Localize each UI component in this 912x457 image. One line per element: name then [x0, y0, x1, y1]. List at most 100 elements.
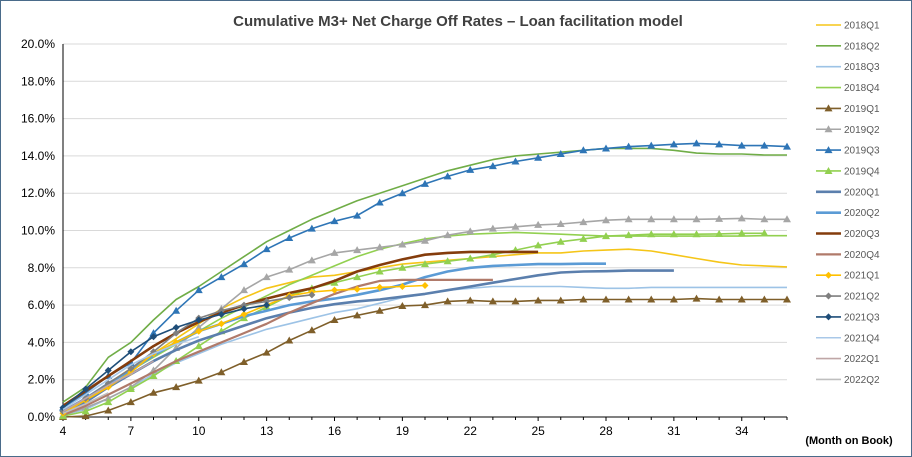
chart-title: Cumulative M3+ Net Charge Off Rates – Lo… — [233, 13, 683, 30]
data-point — [172, 306, 181, 314]
legend-label: 2019Q1 — [844, 104, 880, 115]
data-point — [240, 305, 248, 313]
data-point — [172, 329, 180, 337]
x-tick-label: 19 — [396, 424, 410, 438]
data-point — [172, 383, 181, 391]
data-point — [353, 311, 362, 319]
data-point — [262, 273, 271, 281]
legend-label: 2018Q3 — [844, 62, 880, 73]
data-point — [307, 326, 316, 334]
data-point — [195, 316, 203, 324]
data-point — [81, 403, 90, 411]
data-point — [263, 297, 271, 305]
data-point — [760, 141, 769, 149]
data-point — [715, 295, 724, 303]
y-tick-label: 20.0% — [21, 37, 55, 51]
series-line-2020Q1 — [62, 269, 674, 415]
data-point — [150, 333, 157, 341]
data-point — [602, 216, 610, 224]
data-point — [353, 211, 362, 219]
data-point — [307, 224, 316, 232]
legend-label: 2018Q2 — [844, 41, 880, 52]
data-point — [669, 140, 678, 148]
legend-item-2019Q4: 2019Q4 — [816, 166, 880, 177]
data-point — [579, 295, 588, 303]
data-point — [647, 230, 656, 238]
data-point — [104, 394, 113, 402]
series-line-2021Q2 — [62, 294, 312, 413]
series-2019Q2 — [59, 214, 791, 419]
series-2018Q2 — [62, 147, 787, 403]
data-point — [59, 404, 67, 412]
data-point — [398, 189, 407, 197]
legend-item-2020Q3: 2020Q3 — [816, 229, 880, 240]
y-tick-label: 0.0% — [28, 410, 56, 424]
legend-marker — [824, 125, 833, 133]
data-point — [579, 146, 588, 154]
data-point — [715, 140, 724, 148]
data-point — [126, 398, 135, 406]
data-point — [104, 366, 112, 374]
data-point — [556, 237, 565, 245]
data-point — [647, 295, 656, 303]
data-point — [330, 217, 339, 225]
x-tick-label: 22 — [464, 424, 478, 438]
data-point — [285, 294, 293, 302]
data-point — [511, 222, 520, 230]
data-point — [353, 246, 362, 254]
y-tick-label: 14.0% — [21, 149, 55, 163]
legend-item-2022Q1: 2022Q1 — [816, 354, 880, 365]
data-point — [737, 229, 746, 237]
legend-label: 2022Q1 — [844, 354, 880, 365]
series-line-2021Q4 — [62, 336, 200, 411]
data-point — [488, 162, 497, 170]
data-point — [262, 348, 271, 356]
legend-item-2019Q2: 2019Q2 — [816, 125, 880, 136]
data-point — [127, 348, 135, 356]
series-line-2018Q4 — [62, 231, 787, 413]
data-point — [217, 307, 225, 315]
series-2018Q4 — [62, 231, 787, 413]
data-point — [783, 142, 791, 150]
data-point — [669, 230, 678, 238]
data-point — [398, 282, 406, 290]
legend-label: 2020Q1 — [844, 187, 880, 198]
data-point — [149, 388, 158, 396]
data-point — [240, 260, 248, 268]
data-point — [556, 219, 565, 227]
series-line-2019Q1 — [62, 297, 787, 418]
data-point — [217, 310, 225, 318]
series-line-2018Q1 — [62, 248, 788, 413]
data-point — [737, 141, 746, 149]
legend-item-2020Q2: 2020Q2 — [816, 208, 880, 219]
data-point — [331, 286, 338, 294]
legend-item-2018Q3: 2018Q3 — [816, 62, 880, 73]
legend-label: 2018Q1 — [844, 21, 880, 32]
data-point — [375, 267, 384, 275]
data-point — [104, 398, 113, 406]
data-point — [466, 296, 475, 304]
data-point — [466, 254, 475, 262]
data-point — [82, 385, 90, 393]
data-point — [692, 215, 701, 223]
data-point — [421, 301, 429, 309]
data-point — [307, 256, 316, 264]
data-point — [81, 407, 90, 415]
data-point — [760, 229, 769, 237]
x-tick-label: 7 — [128, 424, 135, 438]
series-2020Q1 — [62, 269, 674, 415]
legend-marker — [824, 104, 833, 112]
series-2019Q3 — [59, 139, 791, 411]
data-point — [308, 291, 316, 299]
data-point — [443, 297, 452, 305]
legend-marker — [825, 292, 832, 300]
x-tick-label: 4 — [60, 424, 67, 438]
data-point — [692, 294, 701, 302]
data-point — [126, 385, 135, 393]
series-2019Q1 — [59, 294, 791, 420]
data-point — [443, 172, 452, 180]
legend-item-2019Q1: 2019Q1 — [816, 104, 880, 115]
data-point — [783, 295, 791, 303]
data-point — [534, 220, 543, 228]
